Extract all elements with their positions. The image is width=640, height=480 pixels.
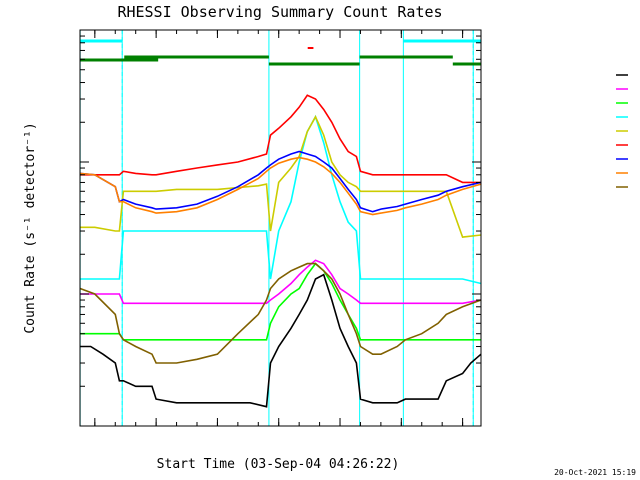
x-axis xyxy=(94,30,464,426)
x-axis-label: Start Time (03-Sep-04 04:26:22) xyxy=(157,457,400,472)
plot-frame xyxy=(79,29,482,427)
series-line xyxy=(80,115,482,238)
time-markers xyxy=(79,30,474,426)
series-line xyxy=(80,114,482,285)
series-line xyxy=(79,262,482,364)
chart-title: RHESSI Observing Summary Count Rates xyxy=(117,3,442,21)
series-line xyxy=(80,262,481,341)
series-line xyxy=(80,156,482,216)
status-bars xyxy=(80,39,481,66)
timestamp: 20-Oct-2021 15:19 xyxy=(554,468,636,477)
series-line xyxy=(80,150,482,213)
series-line xyxy=(80,273,482,408)
y-axis xyxy=(80,29,481,427)
legend xyxy=(616,74,628,188)
series-line xyxy=(80,94,481,184)
series-line xyxy=(80,259,482,305)
y-axis-label: Count Rate (s⁻¹ detector⁻¹) xyxy=(23,122,38,333)
series-lines xyxy=(79,94,482,408)
